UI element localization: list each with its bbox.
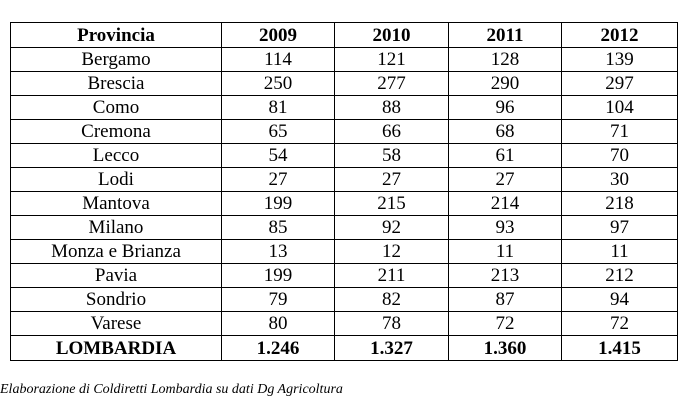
value-cell: 199 <box>221 263 335 288</box>
province-cell: Como <box>10 95 222 120</box>
source-note: Elaborazione di Coldiretti Lombardia su … <box>0 382 343 397</box>
province-cell: Pavia <box>10 263 222 288</box>
value-cell: 54 <box>221 143 335 168</box>
value-cell: 128 <box>448 47 562 72</box>
province-cell: Lodi <box>10 167 222 192</box>
value-cell: 66 <box>334 119 449 144</box>
column-header-2011: 2011 <box>448 22 562 48</box>
total-value-cell: 1.415 <box>561 335 678 361</box>
value-cell: 68 <box>448 119 562 144</box>
value-cell: 215 <box>334 191 449 216</box>
value-cell: 218 <box>561 191 678 216</box>
province-cell: Cremona <box>10 119 222 144</box>
province-cell: Lecco <box>10 143 222 168</box>
table-row: Varese 80 78 72 72 <box>10 311 678 336</box>
table-row: Brescia 250 277 290 297 <box>10 71 678 96</box>
value-cell: 290 <box>448 71 562 96</box>
column-header-2009: 2009 <box>221 22 335 48</box>
table-row: Milano 85 92 93 97 <box>10 215 678 240</box>
value-cell: 97 <box>561 215 678 240</box>
value-cell: 297 <box>561 71 678 96</box>
value-cell: 211 <box>334 263 449 288</box>
column-header-provincia: Provincia <box>10 22 222 48</box>
value-cell: 82 <box>334 287 449 312</box>
value-cell: 93 <box>448 215 562 240</box>
total-label-cell: LOMBARDIA <box>10 335 222 361</box>
value-cell: 214 <box>448 191 562 216</box>
value-cell: 71 <box>561 119 678 144</box>
data-table-container: Provincia 2009 2010 2011 2012 Bergamo 11… <box>10 22 678 361</box>
value-cell: 65 <box>221 119 335 144</box>
value-cell: 11 <box>561 239 678 264</box>
province-cell: Mantova <box>10 191 222 216</box>
value-cell: 78 <box>334 311 449 336</box>
table-row: Lodi 27 27 27 30 <box>10 167 678 192</box>
table-row: Monza e Brianza 13 12 11 11 <box>10 239 678 264</box>
province-cell: Monza e Brianza <box>10 239 222 264</box>
value-cell: 139 <box>561 47 678 72</box>
total-value-cell: 1.327 <box>334 335 449 361</box>
province-cell: Bergamo <box>10 47 222 72</box>
province-cell: Varese <box>10 311 222 336</box>
table-row: Bergamo 114 121 128 139 <box>10 47 678 72</box>
value-cell: 250 <box>221 71 335 96</box>
province-cell: Milano <box>10 215 222 240</box>
province-cell: Sondrio <box>10 287 222 312</box>
table-row: Como 81 88 96 104 <box>10 95 678 120</box>
value-cell: 27 <box>334 167 449 192</box>
data-table: Provincia 2009 2010 2011 2012 Bergamo 11… <box>10 22 678 361</box>
value-cell: 70 <box>561 143 678 168</box>
value-cell: 58 <box>334 143 449 168</box>
value-cell: 12 <box>334 239 449 264</box>
table-row: Cremona 65 66 68 71 <box>10 119 678 144</box>
table-row: Mantova 199 215 214 218 <box>10 191 678 216</box>
province-cell: Brescia <box>10 71 222 96</box>
table-row: Sondrio 79 82 87 94 <box>10 287 678 312</box>
value-cell: 27 <box>448 167 562 192</box>
value-cell: 11 <box>448 239 562 264</box>
value-cell: 88 <box>334 95 449 120</box>
value-cell: 96 <box>448 95 562 120</box>
table-row: Pavia 199 211 213 212 <box>10 263 678 288</box>
value-cell: 81 <box>221 95 335 120</box>
column-header-2012: 2012 <box>561 22 678 48</box>
value-cell: 87 <box>448 287 562 312</box>
value-cell: 104 <box>561 95 678 120</box>
value-cell: 94 <box>561 287 678 312</box>
value-cell: 121 <box>334 47 449 72</box>
value-cell: 72 <box>561 311 678 336</box>
value-cell: 80 <box>221 311 335 336</box>
value-cell: 199 <box>221 191 335 216</box>
value-cell: 61 <box>448 143 562 168</box>
value-cell: 13 <box>221 239 335 264</box>
header-row: Provincia 2009 2010 2011 2012 <box>10 22 678 48</box>
value-cell: 213 <box>448 263 562 288</box>
value-cell: 27 <box>221 167 335 192</box>
value-cell: 85 <box>221 215 335 240</box>
table-row: Lecco 54 58 61 70 <box>10 143 678 168</box>
total-value-cell: 1.246 <box>221 335 335 361</box>
value-cell: 79 <box>221 287 335 312</box>
value-cell: 114 <box>221 47 335 72</box>
value-cell: 72 <box>448 311 562 336</box>
total-value-cell: 1.360 <box>448 335 562 361</box>
column-header-2010: 2010 <box>334 22 449 48</box>
total-row: LOMBARDIA 1.246 1.327 1.360 1.415 <box>10 335 678 361</box>
value-cell: 212 <box>561 263 678 288</box>
value-cell: 92 <box>334 215 449 240</box>
value-cell: 30 <box>561 167 678 192</box>
value-cell: 277 <box>334 71 449 96</box>
